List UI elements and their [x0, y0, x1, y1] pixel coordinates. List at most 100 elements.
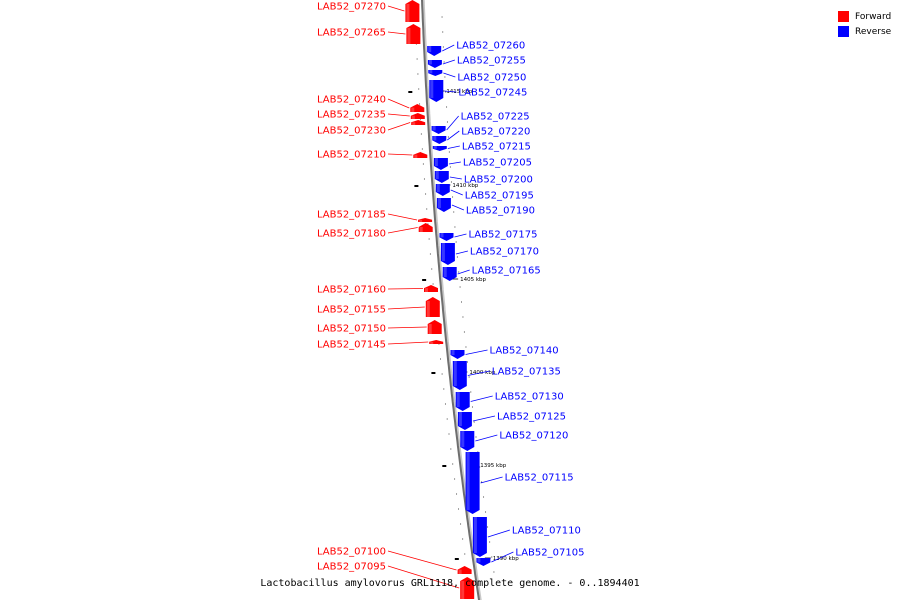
gene-glyph: [427, 320, 442, 334]
gene-label: LAB52_07240: [317, 95, 386, 106]
gene-leader: [387, 306, 425, 310]
gene-glyph-highlight: [406, 4, 410, 22]
gene-leader: [387, 113, 410, 117]
gene-glyph: [418, 218, 433, 222]
gene-leader: [387, 153, 413, 156]
gene-glyph-highlight: [411, 107, 415, 112]
gene-glyph: [424, 285, 438, 292]
gene-label: LAB52_07110: [512, 526, 581, 537]
gene-glyph-highlight: [428, 324, 432, 334]
gene-glyph: [440, 243, 455, 265]
gene-label: LAB52_07135: [492, 367, 561, 378]
gene-glyph-highlight: [429, 70, 433, 74]
gene-glyph-highlight: [412, 122, 416, 125]
gene-glyph: [436, 198, 451, 212]
legend-reverse: Reverse: [838, 24, 891, 39]
gene-leader: [387, 122, 411, 131]
gene-label: LAB52_07145: [317, 340, 386, 351]
scale-label: 1400 kbp: [469, 370, 495, 376]
gene-glyph: [413, 152, 428, 158]
gene-leader: [387, 565, 460, 589]
gene-glyph-highlight: [419, 227, 423, 232]
gene-glyph: [431, 126, 446, 134]
legend-forward-label: Forward: [855, 11, 892, 22]
gene-leader: [491, 551, 514, 563]
gene-label: LAB52_07225: [461, 112, 530, 123]
gene-label: LAB52_07115: [505, 473, 574, 484]
gene-label: LAB52_07160: [317, 285, 386, 296]
gene-leader: [451, 204, 465, 211]
scale-label: 1395 kbp: [480, 463, 506, 469]
gene-label: LAB52_07120: [499, 431, 568, 442]
gene-glyph: [439, 233, 454, 241]
scale-label: 1415 kbp: [446, 89, 472, 95]
strand-legend: Forward Reverse: [838, 9, 891, 39]
legend-reverse-label: Reverse: [855, 26, 892, 37]
gene-glyph: [406, 24, 421, 44]
gene-glyph-highlight: [435, 171, 439, 179]
gene-glyph: [460, 577, 475, 599]
reverse-swatch: [838, 26, 849, 37]
gene-leader: [387, 98, 410, 109]
gene-label: LAB52_07095: [317, 562, 386, 573]
gene-leader: [467, 370, 490, 376]
gene-glyph: [457, 566, 472, 574]
gene-glyph: [433, 158, 448, 170]
gene-glyph-highlight: [425, 288, 428, 292]
gene-leader: [387, 326, 427, 329]
gene-glyph: [435, 184, 450, 196]
gene-label: LAB52_07155: [317, 305, 386, 316]
scale-label: 1410 kbp: [452, 183, 478, 189]
gene-glyph: [427, 60, 442, 68]
gene-glyph: [410, 113, 425, 119]
scale-label: 1405 kbp: [460, 277, 486, 283]
gene-leader: [465, 349, 488, 355]
gene-glyph-highlight: [441, 243, 445, 261]
gene-glyph-highlight: [407, 28, 411, 44]
gene-leader: [475, 434, 498, 442]
gene-leader: [387, 550, 457, 571]
gene-leader: [450, 189, 463, 196]
gene-glyph: [411, 120, 426, 125]
gene-glyph: [428, 70, 443, 76]
gene-glyph-highlight: [428, 46, 432, 52]
gene-label: LAB52_07210: [317, 150, 386, 161]
gene-label: LAB52_07185: [317, 210, 386, 221]
gene-glyph-highlight: [461, 431, 465, 447]
gene-label: LAB52_07245: [458, 88, 527, 99]
gene-label: LAB52_07255: [457, 56, 526, 67]
gene-glyph: [410, 104, 425, 112]
gene-label: LAB52_07250: [457, 73, 526, 84]
gene-glyph: [429, 80, 444, 102]
gene-glyph-highlight: [440, 233, 444, 238]
gene-glyph-highlight: [426, 301, 430, 317]
gene-glyph: [434, 171, 449, 183]
gene-glyph: [455, 392, 470, 411]
gene-leader: [454, 233, 467, 238]
gene-glyph-highlight: [458, 412, 462, 426]
gene-leader: [387, 5, 405, 12]
gene-leader: [455, 250, 469, 255]
gene-label: LAB52_07270: [317, 2, 386, 13]
gene-leader: [443, 72, 456, 78]
gene-leader: [387, 227, 418, 234]
backbone-line: [420, 0, 481, 603]
gene-glyph: [418, 223, 433, 232]
gene-glyph-highlight: [428, 60, 432, 65]
gene-glyph-highlight: [430, 341, 434, 344]
gene-glyph: [472, 517, 487, 557]
gene-glyph: [432, 136, 447, 144]
gene-glyph: [465, 452, 480, 514]
legend-forward: Forward: [838, 9, 891, 24]
gene-glyph-highlight: [411, 115, 415, 119]
gene-glyph: [432, 146, 447, 151]
gene-glyph: [442, 267, 457, 281]
gene-glyph-highlight: [432, 126, 436, 131]
gene-label: LAB52_07150: [317, 324, 386, 335]
gene-leader: [444, 90, 457, 93]
gene-glyph-highlight: [451, 350, 455, 355]
gene-glyph: [405, 0, 420, 22]
gene-glyph-highlight: [473, 517, 477, 553]
gene-label: LAB52_07165: [472, 266, 541, 277]
